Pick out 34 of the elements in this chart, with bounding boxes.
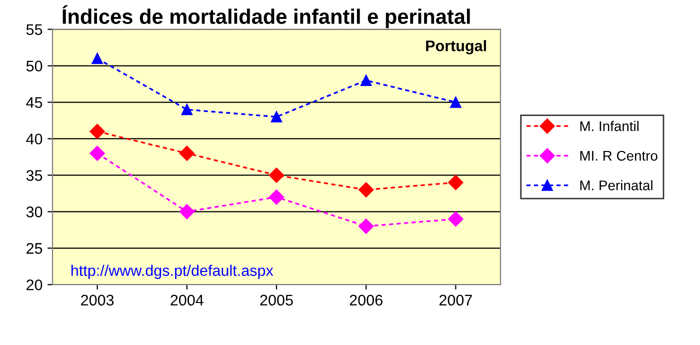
- annotation: http://www.dgs.pt/default.aspx: [71, 264, 274, 279]
- point: [270, 111, 282, 122]
- point: [358, 182, 374, 198]
- y-tick-label: 55: [26, 24, 42, 36]
- point: [450, 96, 462, 108]
- point: [268, 190, 284, 205]
- legend-label: M. Perinatal: [580, 180, 652, 190]
- x-tick-label: 2005: [260, 294, 293, 306]
- y-tick-label: 20: [26, 279, 42, 290]
- y-tick-label: 30: [26, 206, 42, 218]
- y-tick-label: 50: [26, 60, 42, 72]
- point: [92, 52, 103, 64]
- point: [179, 146, 194, 161]
- point: [268, 168, 284, 183]
- point: [90, 146, 105, 161]
- point: [448, 174, 464, 190]
- x-tick-label: 2003: [81, 294, 114, 306]
- point: [360, 74, 372, 86]
- y-tick-label: 25: [26, 243, 42, 254]
- annotation: Portugal: [426, 40, 486, 54]
- point: [179, 204, 194, 220]
- legend-label: MI. R Centro: [580, 150, 658, 161]
- point: [90, 124, 105, 140]
- y-tick-label: 35: [26, 170, 42, 181]
- x-tick-label: 2004: [170, 294, 204, 306]
- y-tick-label: 45: [26, 97, 42, 108]
- x-tick-label: 2007: [439, 294, 472, 306]
- x-tick-label: 2006: [350, 294, 382, 306]
- point: [181, 104, 192, 116]
- y-tick-label: 40: [26, 134, 42, 144]
- chart-title: Índices de mortalidade infantil e perinatal: [62, 5, 470, 28]
- point: [448, 211, 464, 227]
- point: [358, 218, 374, 234]
- legend-label: M. Infantil: [580, 120, 638, 132]
